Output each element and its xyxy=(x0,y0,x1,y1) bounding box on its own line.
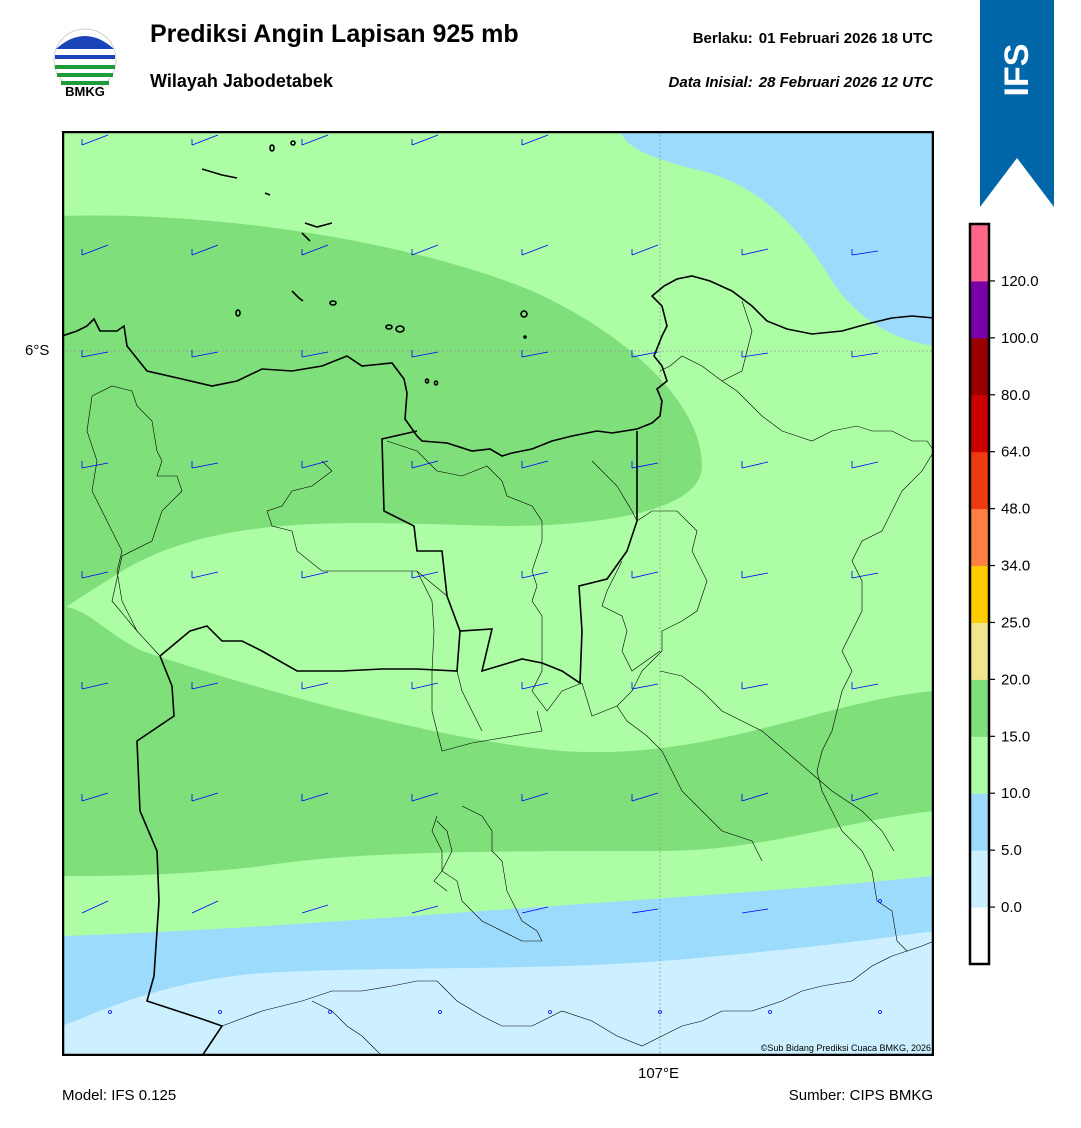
init-time: Data Inisial: 28 Februari 2026 12 UTC xyxy=(669,74,933,91)
colorbar-tick-label: 10.0 xyxy=(1001,785,1030,802)
logo-text: BMKG xyxy=(65,84,105,99)
footer-model: Model: IFS 0.125 xyxy=(62,1087,177,1104)
colorbar-tick-label: 5.0 xyxy=(1001,842,1022,859)
district-boundaries xyxy=(86,300,934,1056)
colorbar-tick-label: 80.0 xyxy=(1001,387,1030,404)
ribbon-shape xyxy=(980,0,1054,207)
page-subtitle: Wilayah Jabodetabek xyxy=(150,71,333,91)
colorbar-segment xyxy=(970,679,989,737)
wind-band-5-10-ne xyxy=(620,131,934,346)
wind-barbs xyxy=(81,134,882,1014)
init-value: 28 Februari 2026 12 UTC xyxy=(758,74,933,91)
valid-value: 01 Februari 2026 18 UTC xyxy=(758,30,933,47)
wind-barbs-row-5 xyxy=(81,571,879,579)
page-title: Prediksi Angin Lapisan 925 mb xyxy=(150,20,519,48)
wind-map: ©Sub Bidang Prediksi Cuaca BMKG, 2026 xyxy=(62,131,934,1056)
colorbar-segment xyxy=(970,224,989,282)
wind-barbs-row-6 xyxy=(81,682,879,690)
wind-barbs-row-4 xyxy=(81,460,879,469)
valid-time: Berlaku: 01 Februari 2026 18 UTC xyxy=(693,30,933,47)
province-boundary xyxy=(381,430,638,685)
thousand-islands xyxy=(201,140,528,386)
colorbar-tick-label: 48.0 xyxy=(1001,501,1030,518)
wind-barbs-row-8 xyxy=(81,900,769,914)
bmkg-logo-icon xyxy=(53,28,117,92)
wind-band-15-20-south xyxy=(62,606,934,876)
colorbar-segment xyxy=(970,394,989,453)
colorbar-segment xyxy=(970,280,989,339)
colorbar-segment xyxy=(970,565,989,623)
colorbar-tick-label: 64.0 xyxy=(1001,444,1030,461)
colorbar-frame xyxy=(968,222,991,966)
colorbar-segment xyxy=(970,850,989,908)
colorbar-segment xyxy=(970,736,989,794)
province-boundary-west xyxy=(136,625,461,1056)
wind-barbs-row-7 xyxy=(81,792,879,802)
colorbar-segment xyxy=(970,793,989,851)
colorbar-tick-label: 120.0 xyxy=(1001,273,1039,290)
colorbar-segment xyxy=(970,508,989,567)
colorbar-tick-label: 34.0 xyxy=(1001,558,1030,575)
colorbar-ticks: 0.0 5.0 10.0 15.0 20.0 25.0 34.0 48.0 64.0 80.0 10… xyxy=(989,273,1039,916)
valid-label: Berlaku: xyxy=(692,30,753,47)
wind-band-lt5 xyxy=(62,931,934,1056)
colorbar: 0.0 5.0 10.0 15.0 20.0 25.0 34.0 48.0 64.0 80.0 10… xyxy=(968,222,1039,966)
wind-barbs-row-1 xyxy=(81,134,549,146)
ifs-ribbon: IFS xyxy=(980,0,1054,207)
colorbar-tick-label: 100.0 xyxy=(1001,330,1039,347)
ribbon-text: IFS xyxy=(998,44,1036,97)
colorbar-tick-label: 15.0 xyxy=(1001,728,1030,745)
colorbar-tick-label: 0.0 xyxy=(1001,899,1022,916)
wind-calm-markers xyxy=(108,899,882,1014)
colorbar-tick-label: 20.0 xyxy=(1001,671,1030,688)
lat-label: 6°S xyxy=(25,342,50,359)
wind-barbs-row-3 xyxy=(81,350,879,358)
colorbar-segment xyxy=(970,337,989,396)
lon-label: 107°E xyxy=(638,1065,680,1082)
colorbar-tick-label: 25.0 xyxy=(1001,614,1030,631)
wind-band-15-20-north xyxy=(62,215,702,611)
colorbar-segments xyxy=(970,224,989,965)
colorbar-segment xyxy=(970,622,989,680)
coastline xyxy=(62,275,934,457)
colorbar-segment xyxy=(970,907,989,965)
init-label: Data Inisial: xyxy=(668,74,753,91)
colorbar-segment xyxy=(970,451,989,510)
wind-barbs-row-2 xyxy=(81,244,879,256)
map-credit: ©Sub Bidang Prediksi Cuaca BMKG, 2026 xyxy=(761,1043,931,1053)
map-frame xyxy=(62,131,934,1056)
footer-source: Sumber: CIPS BMKG xyxy=(788,1087,933,1104)
